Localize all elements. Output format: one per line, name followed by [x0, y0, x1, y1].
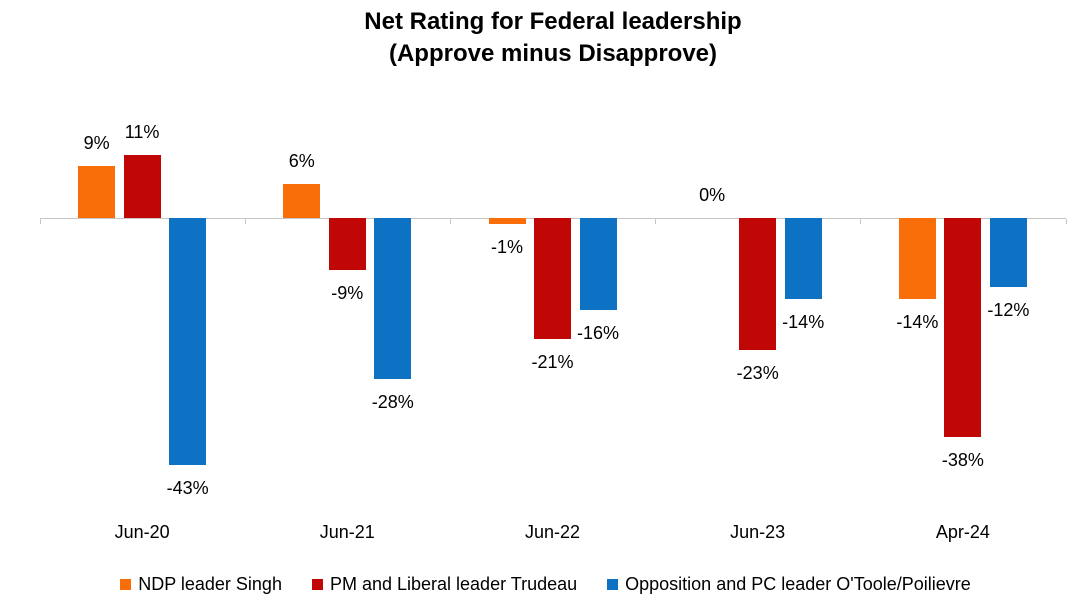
x-axis-tick [1065, 219, 1067, 224]
x-axis-tick [39, 219, 41, 224]
data-label: -16% [576, 323, 620, 343]
bar [328, 218, 366, 270]
data-label: -14% [782, 311, 825, 332]
bar [374, 218, 412, 379]
data-label: -21% [531, 351, 574, 372]
legend-swatch [120, 578, 132, 590]
legend-label: NDP leader Singh [138, 574, 282, 594]
data-label: 9% [83, 133, 110, 154]
bar [944, 218, 982, 437]
bar [488, 218, 526, 224]
bar [898, 218, 936, 299]
x-axis-label: Jun-22 [524, 522, 581, 542]
bar [784, 218, 822, 299]
data-label: -28% [371, 392, 414, 412]
x-axis-label: Apr-24 [935, 522, 990, 542]
data-label: -1% [490, 236, 523, 257]
chart-title-line1: Net Rating for Federal leadership [364, 8, 742, 35]
data-label: -38% [941, 449, 984, 470]
x-axis-tick [244, 219, 246, 224]
data-label: -43% [166, 478, 209, 499]
legend-item: Opposition and PC leader O'Toole/Poiliev… [607, 572, 971, 596]
data-label: 6% [288, 150, 315, 171]
data-label: -9% [331, 282, 364, 303]
legend: NDP leader Singh PM and Liberal leader Tr… [0, 572, 1091, 596]
data-label: 11% [124, 121, 160, 142]
bar [123, 154, 161, 218]
bar [283, 183, 321, 218]
chart-title-line2: (Approve minus Disapprove) [388, 40, 718, 67]
legend-swatch [311, 578, 323, 590]
legend-swatch [607, 578, 619, 590]
data-label: -12% [987, 300, 1030, 320]
x-axis-tick [655, 219, 657, 224]
legend-label: Opposition and PC leader O'Toole/Poiliev… [625, 574, 971, 594]
data-label: -23% [736, 363, 779, 384]
x-axis-label: Jun-21 [319, 522, 375, 542]
data-label: -14% [896, 311, 939, 332]
x-axis-label: Jun-23 [730, 522, 786, 542]
x-axis-label: Jun-20 [114, 522, 170, 542]
data-label: 0% [699, 185, 726, 205]
legend-item: PM and Liberal leader Trudeau [311, 572, 578, 596]
bar [78, 166, 116, 218]
x-axis-tick [860, 219, 862, 224]
bar [169, 218, 207, 466]
legend-item: NDP leader Singh [120, 572, 282, 596]
bar [579, 218, 617, 310]
bar [989, 218, 1027, 287]
chart-title: Net Rating for Federal leadership (Appro… [40, 6, 1066, 70]
bar [534, 218, 571, 339]
legend-label: PM and Liberal leader Trudeau [329, 574, 578, 594]
bar [739, 218, 777, 351]
x-axis-tick [449, 219, 451, 224]
